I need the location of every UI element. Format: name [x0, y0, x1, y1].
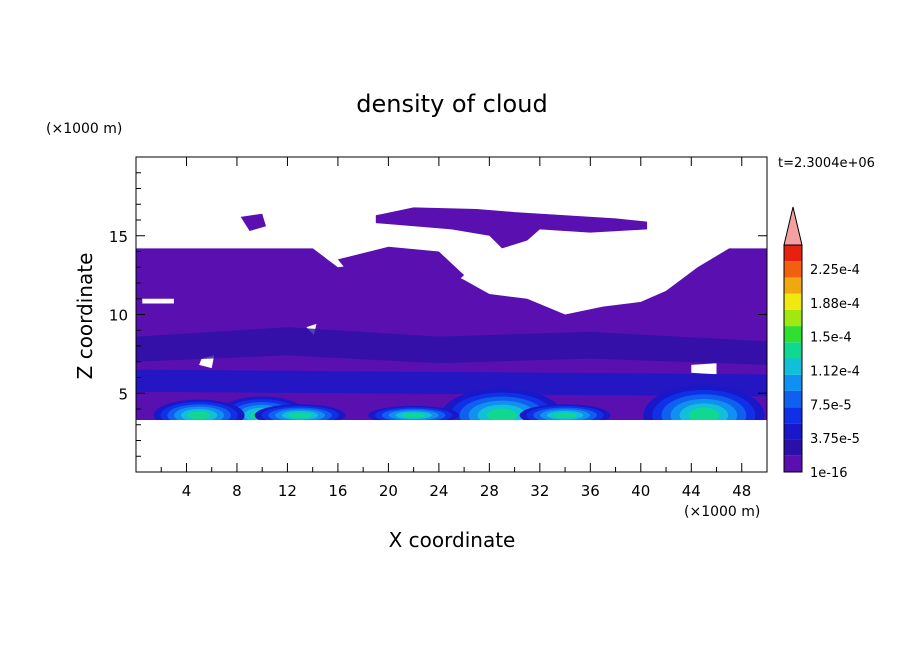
y-tick-label: 5	[118, 385, 128, 403]
x-tick-label: 16	[328, 482, 347, 500]
colorbar-label: 1.88e-4	[810, 297, 860, 312]
colorbar-swatch	[784, 390, 802, 408]
x-axis-label: X coordinate	[389, 528, 516, 552]
colorbar-swatch	[784, 455, 802, 472]
colorbar-label: 1e-16	[810, 466, 848, 481]
x-tick-label: 12	[278, 482, 297, 500]
colorbar-swatch	[784, 245, 802, 262]
colorbar-swatch	[784, 439, 802, 456]
clear-air-gap	[691, 363, 717, 375]
colorbar: 2.25e-4 1.88e-4 1.5e-4 1.12e-4 7.5e-5 3.75e-5…	[783, 206, 860, 481]
x-tick-label: 44	[682, 482, 701, 500]
colorbar-swatch	[784, 326, 802, 343]
cloud-region-upper	[281, 248, 326, 271]
y-axis-label: Z coordinate	[73, 253, 97, 380]
x-unit-label: (×1000 m)	[684, 504, 760, 520]
cloud-region-upper	[337, 246, 465, 293]
x-tick-label: 24	[429, 482, 448, 500]
cloud-band	[136, 327, 767, 365]
colorbar-swatch	[784, 374, 802, 391]
colorbar-label: 2.25e-4	[810, 263, 860, 278]
x-tick-label: 28	[480, 482, 499, 500]
colorbar-swatch	[784, 261, 802, 278]
chart-title: density of cloud	[356, 90, 547, 118]
contour-field	[136, 207, 767, 472]
cloud-core	[187, 411, 211, 420]
cloud-core	[288, 412, 312, 419]
y-tick-label: 10	[109, 307, 128, 325]
colorbar-swatch	[784, 277, 802, 294]
colorbar-label: 1.5e-4	[810, 331, 852, 346]
colorbar-label: 1.12e-4	[810, 365, 860, 380]
x-tick-label: 36	[581, 482, 600, 500]
colorbar-swatch	[784, 309, 802, 327]
clear-air-below	[136, 420, 767, 472]
clear-air-gap	[142, 298, 174, 304]
cloud-core	[688, 407, 720, 423]
x-tick-label: 8	[232, 482, 242, 500]
cloud-band	[136, 369, 767, 397]
x-tick-label: 40	[631, 482, 650, 500]
x-tick-label: 48	[732, 482, 751, 500]
cloud-core	[553, 412, 577, 419]
cloud-region-upper	[240, 213, 266, 231]
x-tick-label: 32	[530, 482, 549, 500]
cloud-core	[402, 412, 425, 418]
colorbar-swatch	[784, 423, 802, 440]
colorbar-swatch	[784, 293, 802, 310]
colorbar-label: 7.5e-5	[810, 398, 852, 413]
colorbar-swatch	[784, 407, 802, 424]
cloud-core	[486, 408, 518, 422]
cloud-region-upper	[375, 207, 648, 249]
time-label: t=2.3004e+06	[778, 156, 875, 171]
colorbar-label: 3.75e-5	[810, 432, 860, 447]
y-tick-label: 15	[109, 228, 128, 246]
colorbar-swatch	[784, 358, 802, 375]
x-tick-label: 4	[182, 482, 192, 500]
colorbar-swatch	[784, 342, 802, 359]
colorbar-extend-arrow	[783, 206, 803, 246]
x-tick-label: 20	[379, 482, 398, 500]
y-unit-label: (×1000 m)	[46, 121, 122, 137]
